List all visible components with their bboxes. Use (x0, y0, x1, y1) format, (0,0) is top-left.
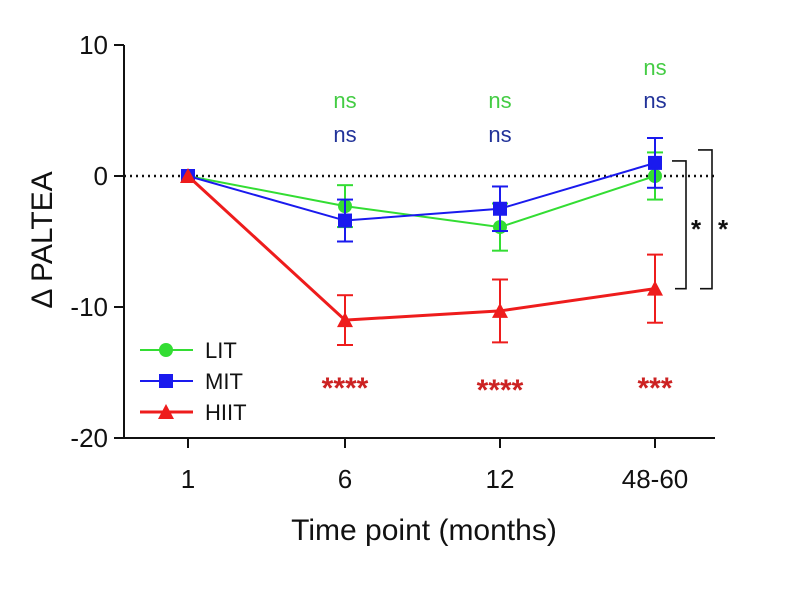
hiit-point (337, 312, 353, 328)
bracket-outer-star: * (718, 214, 729, 244)
y-tick-label: 10 (79, 30, 108, 60)
comparison-brackets: * * (672, 149, 729, 290)
lit-significance-label: ns (488, 88, 511, 113)
series-mit (181, 137, 663, 243)
hiit-significance-label: **** (322, 372, 369, 405)
mit-significance-label: ns (488, 122, 511, 147)
hiit-line (186, 174, 656, 322)
legend-marker (159, 374, 173, 388)
lit-significance-label: ns (333, 88, 356, 113)
legend-marker (159, 343, 173, 357)
series-hiit (180, 168, 663, 346)
series-layer (180, 137, 663, 346)
mit-point (648, 155, 662, 170)
legend-marker (158, 404, 174, 419)
mit-significance-label: ns (333, 122, 356, 147)
axes: 10 0 -10 -20 1 6 12 48-60 (70, 30, 715, 494)
x-axis-title: Time point (months) (291, 514, 557, 547)
legend-item-lit: LIT (140, 338, 237, 363)
hiit-point (492, 302, 508, 318)
y-axis-title: Δ PALTEA (26, 171, 59, 308)
bracket-inner (672, 160, 687, 290)
hiit-point (647, 280, 663, 296)
mit-line (187, 161, 656, 222)
hiit-point (180, 168, 196, 183)
legend-label: LIT (205, 338, 237, 363)
legend: LIT MIT HIIT (140, 338, 247, 425)
bracket-outer (698, 149, 713, 290)
x-tick-label: 12 (486, 464, 515, 494)
legend-item-mit: MIT (140, 369, 243, 394)
bracket-inner-star: * (691, 214, 702, 244)
mit-point (493, 201, 507, 216)
x-tick-label: 1 (181, 464, 195, 494)
lit-significance-label: ns (643, 55, 666, 80)
hiit-significance-label: *** (637, 372, 672, 405)
legend-item-hiit: HIIT (140, 400, 247, 425)
y-tick-label: -10 (70, 292, 108, 322)
legend-label: HIIT (205, 400, 247, 425)
legend-label: MIT (205, 369, 243, 394)
y-tick-label: 0 (94, 161, 108, 191)
y-tick-label: -20 (70, 423, 108, 453)
x-tick-label: 6 (338, 464, 352, 494)
hiit-significance-label: **** (477, 374, 524, 407)
x-tick-label: 48-60 (622, 464, 689, 494)
lit-line (187, 175, 656, 229)
mit-significance-label: ns (643, 88, 666, 113)
mit-point (338, 213, 352, 228)
